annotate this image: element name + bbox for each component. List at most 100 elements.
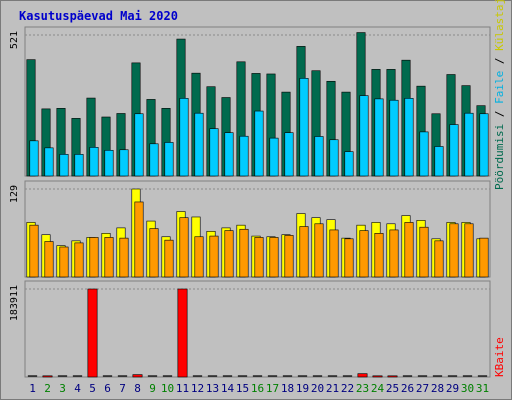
bar-top-faile-day-5 — [89, 147, 99, 177]
xtick-day-2: 2 — [44, 382, 51, 395]
legend-item: / — [493, 51, 506, 71]
bar-middle-arvuteid-day-5 — [89, 237, 99, 278]
xtick-day-8: 8 — [134, 382, 141, 395]
xtick-day-14: 14 — [221, 382, 235, 395]
bar-bottom-kbaite-day-23 — [357, 373, 368, 378]
ytick-top: 521 — [9, 31, 20, 49]
bar-middle-arvuteid-day-8 — [134, 201, 144, 278]
xtick-day-29: 29 — [446, 382, 459, 395]
bar-top-faile-day-7 — [119, 149, 129, 177]
bar-top-faile-day-12 — [194, 112, 204, 177]
chart-title: Kasutuspäevad Mai 2020 — [19, 9, 178, 23]
bar-middle-arvuteid-day-25 — [389, 229, 399, 278]
legend-top: Pöördumisi / Faile / Külastajaid / Arvut… — [493, 0, 506, 190]
bar-bottom-kbaite-day-8 — [132, 374, 143, 378]
xtick-day-20: 20 — [311, 382, 324, 395]
xtick-day-26: 26 — [401, 382, 414, 395]
bar-middle-arvuteid-day-26 — [404, 222, 414, 278]
bar-bottom-kbaite-day-24 — [372, 375, 383, 378]
bar-top-faile-day-8 — [134, 113, 144, 177]
xtick-day-22: 22 — [341, 382, 354, 395]
bar-middle-arvuteid-day-9 — [149, 228, 159, 278]
bar-middle-arvuteid-day-22 — [344, 238, 354, 278]
xtick-day-1: 1 — [29, 382, 36, 395]
bar-top-faile-day-30 — [464, 112, 474, 177]
bar-bottom-kbaite-day-25 — [387, 375, 398, 378]
bar-middle-arvuteid-day-15 — [239, 228, 249, 278]
xtick-day-12: 12 — [191, 382, 204, 395]
bar-middle-arvuteid-day-24 — [374, 233, 384, 278]
xtick-day-13: 13 — [206, 382, 219, 395]
bar-top-faile-day-24 — [374, 98, 384, 177]
bar-top-faile-day-19 — [299, 78, 309, 177]
xtick-day-30: 30 — [461, 382, 474, 395]
bar-middle-arvuteid-day-7 — [119, 237, 129, 278]
legend-item: Pöördumisi — [493, 124, 506, 190]
bar-top-faile-day-1 — [29, 140, 39, 177]
bar-top-faile-day-18 — [284, 132, 294, 177]
xtick-day-17: 17 — [266, 382, 279, 395]
bar-middle-arvuteid-day-21 — [329, 229, 339, 278]
bar-bottom-kbaite-day-2 — [42, 375, 53, 378]
bar-middle-arvuteid-day-23 — [359, 230, 369, 278]
bar-top-faile-day-10 — [164, 142, 174, 177]
bar-top-faile-day-23 — [359, 95, 369, 177]
legend-item: Faile — [493, 71, 506, 104]
bar-top-faile-day-6 — [104, 149, 114, 177]
bar-middle-arvuteid-day-20 — [314, 223, 324, 278]
xtick-day-19: 19 — [296, 382, 309, 395]
bar-top-faile-day-25 — [389, 99, 399, 177]
legend-item: KBaite — [493, 337, 506, 377]
bar-middle-arvuteid-day-2 — [44, 241, 54, 278]
legend-item: Külastajaid — [493, 0, 506, 51]
bar-top-faile-day-13 — [209, 128, 219, 177]
xtick-day-24: 24 — [371, 382, 385, 395]
bar-middle-arvuteid-day-4 — [74, 242, 84, 278]
xtick-day-31: 31 — [476, 382, 489, 395]
bar-top-faile-day-9 — [149, 143, 159, 177]
panel-bottom — [24, 280, 491, 378]
bar-top-faile-day-3 — [59, 154, 69, 177]
bar-middle-arvuteid-day-19 — [299, 226, 309, 278]
bar-middle-arvuteid-day-12 — [194, 236, 204, 278]
xtick-day-7: 7 — [119, 382, 126, 395]
xtick-day-5: 5 — [89, 382, 96, 395]
bar-middle-arvuteid-day-16 — [254, 237, 264, 278]
xtick-day-23: 23 — [356, 382, 369, 395]
bar-middle-arvuteid-day-30 — [464, 223, 474, 278]
bar-middle-arvuteid-day-6 — [104, 237, 114, 278]
bar-top-faile-day-29 — [449, 124, 459, 177]
bar-bottom-kbaite-day-5 — [87, 288, 98, 378]
bar-top-faile-day-14 — [224, 132, 234, 177]
xtick-day-25: 25 — [386, 382, 399, 395]
xtick-day-21: 21 — [326, 382, 339, 395]
xtick-day-18: 18 — [281, 382, 294, 395]
xtick-day-27: 27 — [416, 382, 429, 395]
bar-middle-arvuteid-day-29 — [449, 223, 459, 278]
bar-middle-arvuteid-day-31 — [479, 237, 489, 278]
xtick-day-6: 6 — [104, 382, 111, 395]
bar-top-faile-day-16 — [254, 110, 264, 177]
bar-middle-arvuteid-day-28 — [434, 240, 444, 278]
bar-middle-arvuteid-day-3 — [59, 246, 69, 278]
bar-middle-arvuteid-day-27 — [419, 226, 429, 278]
xtick-day-16: 16 — [251, 382, 264, 395]
bar-top-faile-day-27 — [419, 131, 429, 177]
xtick-day-4: 4 — [74, 382, 81, 395]
xtick-day-9: 9 — [149, 382, 156, 395]
bar-middle-arvuteid-day-18 — [284, 235, 294, 278]
bar-middle-arvuteid-day-13 — [209, 235, 219, 278]
ytick-middle: 129 — [9, 185, 20, 203]
xtick-day-3: 3 — [59, 382, 66, 395]
ytick-bottom: 183911 — [9, 285, 20, 321]
xtick-day-10: 10 — [161, 382, 174, 395]
bar-top-faile-day-21 — [329, 139, 339, 177]
bar-top-faile-day-31 — [479, 113, 489, 177]
legend-bottom: KBaite — [493, 337, 506, 377]
bar-top-faile-day-22 — [344, 151, 354, 177]
bar-top-faile-day-11 — [179, 98, 189, 177]
bar-top-faile-day-15 — [239, 135, 249, 177]
bar-middle-arvuteid-day-1 — [29, 224, 39, 278]
legend-item: / — [493, 104, 506, 124]
